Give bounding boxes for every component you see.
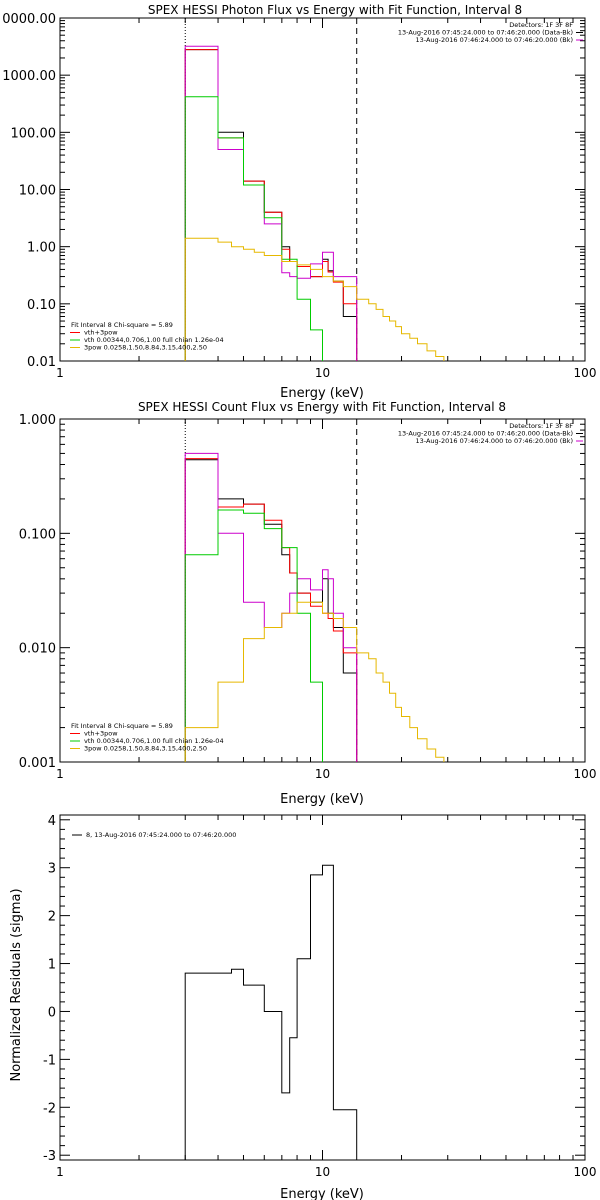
y-tick-label: 2 (48, 910, 56, 925)
count-flux-panel: SPEX HESSI Count Flux vs Energy with Fit… (19, 400, 597, 807)
x-axis-label: Energy (keV) (280, 1187, 364, 1200)
series-line (184, 49, 358, 361)
legend-text: 3pow 0.0258,1.50,8.84,3.15,400,2.50 (84, 344, 207, 352)
y-tick-label: 0.01 (27, 355, 56, 370)
x-tick-label: 100 (574, 366, 597, 380)
y-tick-label: 4 (48, 814, 56, 829)
x-axis-label: Energy (keV) (280, 792, 364, 807)
x-tick-label: 1 (56, 1165, 64, 1179)
series-line (184, 601, 445, 762)
legend-text: Detectors: 1F 3F 8F (509, 422, 573, 430)
y-tick-label: 1000.00 (2, 69, 56, 84)
x-tick-label: 10 (315, 366, 330, 380)
y-tick-label: 1 (48, 958, 56, 973)
x-tick-label: 1 (56, 767, 64, 781)
series-line (184, 237, 445, 361)
x-tick-label: 10 (315, 767, 330, 781)
y-axis-label: Normalized Residuals (sigma) (9, 888, 24, 1081)
y-tick-label: 0.010 (19, 642, 56, 657)
legend-text: 3pow 0.0258,1.50,8.84,3.15,400,2.50 (84, 745, 207, 753)
y-tick-label: 0 (48, 1005, 56, 1020)
y-tick-label: 0000.00 (2, 12, 56, 27)
y-tick-label: 0.10 (27, 298, 56, 313)
y-tick-label: 3 (48, 862, 56, 877)
x-tick-label: 1 (56, 366, 64, 380)
y-tick-label: -2 (43, 1101, 56, 1116)
legend-text: 13-Aug-2016 07:46:24.000 to 07:46:20.000… (416, 437, 573, 445)
x-tick-label: 100 (574, 767, 597, 781)
y-tick-label: 1.000 (19, 413, 56, 428)
series-line (184, 452, 358, 762)
plot-frame (59, 17, 586, 362)
series-line (184, 49, 358, 361)
legend-header: Fit Interval 8 Chi-square = 5.89 (71, 722, 173, 730)
photon-flux-panel: SPEX HESSI Photon Flux vs Energy with Fi… (2, 3, 596, 401)
series-line (184, 96, 323, 361)
chart-title: SPEX HESSI Count Flux vs Energy with Fit… (138, 400, 506, 414)
y-tick-label: 10.00 (19, 184, 56, 199)
residuals-panel: Energy (keV) Normalized Residuals (sigma… (9, 814, 596, 1200)
legend-text: 13-Aug-2016 07:45:24.000 to 07:46:20.000… (398, 430, 573, 438)
y-tick-label: -1 (43, 1053, 56, 1068)
legend-header: Fit Interval 8 Chi-square = 5.89 (71, 321, 173, 329)
series-line (184, 45, 358, 361)
legend-text: 8, 13-Aug-2016 07:45:24.000 to 07:46:20.… (86, 831, 236, 839)
series-line (184, 864, 358, 1160)
series-line (184, 459, 358, 762)
legend-text: vth 0.00344,0.706,1.00 full chian 1.26e-… (84, 737, 224, 745)
series-line (184, 458, 358, 762)
x-axis-label: Energy (keV) (280, 386, 364, 401)
legend-text: 13-Aug-2016 07:46:24.000 to 07:46:20.000… (416, 36, 573, 44)
legend-text: vth+3pow (84, 730, 118, 738)
legend-text: Detectors: 1F 3F 8F (509, 21, 573, 29)
series-line (184, 509, 323, 762)
legend-text: vth 0.00344,0.706,1.00 full chian 1.26e-… (84, 336, 224, 344)
y-tick-label: 1.00 (27, 241, 56, 256)
y-tick-label: 100.00 (11, 126, 57, 141)
chart-title: SPEX HESSI Photon Flux vs Energy with Fi… (148, 3, 522, 17)
y-tick-label: 0.001 (19, 756, 56, 771)
legend-text: vth+3pow (84, 329, 118, 337)
legend-text: 13-Aug-2016 07:45:24.000 to 07:46:20.000… (398, 29, 573, 37)
x-tick-label: 100 (574, 1165, 597, 1179)
y-tick-label: 0.100 (19, 527, 56, 542)
x-tick-label: 10 (315, 1165, 330, 1179)
y-tick-label: -3 (43, 1149, 56, 1164)
